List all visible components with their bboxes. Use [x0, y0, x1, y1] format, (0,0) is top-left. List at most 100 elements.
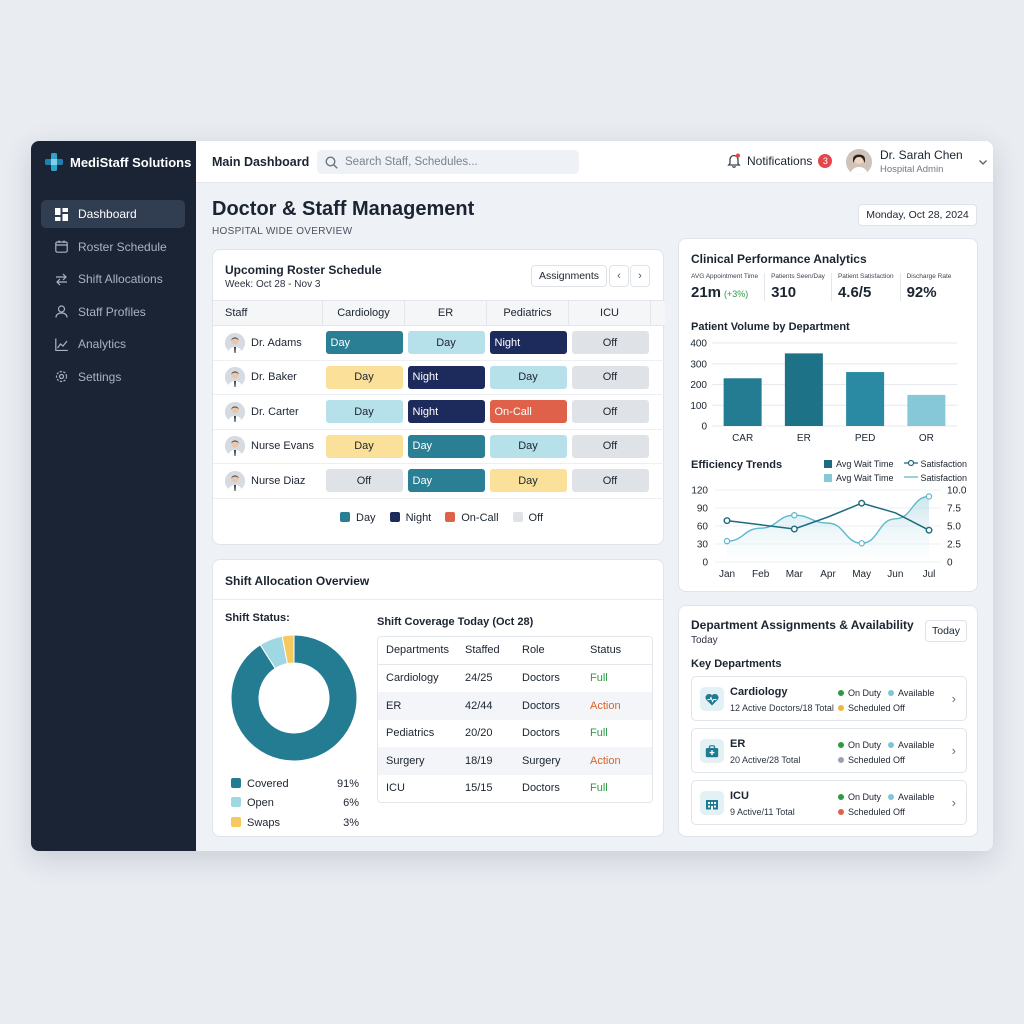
avg-wait-time-point[interactable] — [723, 517, 731, 525]
table-row[interactable]: Dr. Baker Day Night Day Off — [213, 361, 665, 395]
table-row[interactable]: ICU 15/15 Doctors Full — [378, 775, 652, 803]
table-row[interactable]: Dr. Adams Day Day Night Off — [213, 326, 665, 361]
calendar-icon — [54, 240, 68, 254]
today-button[interactable]: Today — [925, 620, 967, 642]
shift-pill[interactable]: Day — [325, 365, 403, 389]
shift-cell: Off — [569, 469, 651, 493]
shift-pill[interactable]: On-Call — [489, 400, 567, 424]
y-tick-label: 400 — [690, 339, 707, 350]
chevron-right-icon[interactable]: › — [951, 795, 956, 810]
sidebar-item-roster-schedule[interactable]: Roster Schedule — [41, 233, 185, 261]
kpi-value: 310 — [771, 284, 797, 301]
staff-cell: Nurse Evans — [213, 436, 323, 457]
avg-wait-time-point[interactable] — [925, 526, 933, 534]
satisfaction-point[interactable] — [858, 540, 865, 547]
shift-pill[interactable]: Day — [489, 365, 567, 389]
on-duty-status: On Duty — [838, 688, 881, 698]
shift-pill[interactable]: Off — [571, 434, 649, 458]
satisfaction-point[interactable] — [791, 512, 798, 519]
next-week-button[interactable]: › — [630, 265, 650, 287]
prev-week-button[interactable]: ‹ — [609, 265, 629, 287]
shift-pill[interactable]: Day — [489, 434, 567, 458]
status-row: On Duty Available — [838, 790, 934, 805]
table-row[interactable]: Pediatrics 20/20 Doctors Full — [378, 720, 652, 748]
assignments-button[interactable]: Assignments — [531, 265, 607, 287]
column-header: Departments — [386, 644, 449, 657]
y-right-tick-label: 2.5 — [947, 540, 961, 551]
sidebar-item-shift-allocations[interactable]: Shift Allocations — [41, 265, 185, 293]
shift-pill[interactable]: Day — [325, 400, 403, 424]
staffed-cell: 24/25 — [465, 672, 493, 685]
shift-pill[interactable]: Night — [489, 331, 567, 355]
department-card-er[interactable]: ER 20 Active/28 Total On Duty Available Sche… — [691, 728, 967, 773]
search-icon — [325, 155, 338, 169]
x-tick-label: May — [852, 569, 871, 580]
department-card-icu[interactable]: ICU 9 Active/11 Total On Duty Available Sche… — [691, 780, 967, 825]
sidebar-item-label: Staff Profiles — [78, 304, 146, 319]
legend-swatch — [389, 512, 400, 522]
user-menu[interactable]: Dr. Sarah Chen Hospital Admin — [846, 148, 989, 175]
search-input[interactable] — [345, 156, 565, 168]
shift-cell: Off — [569, 365, 651, 389]
logo-icon — [45, 153, 63, 171]
legend-label: Swaps — [247, 816, 281, 829]
brand[interactable]: MediStaff Solutions — [45, 153, 191, 171]
department-name: ER — [730, 738, 746, 750]
shift-pill[interactable]: Off — [571, 365, 649, 389]
donut-slice-swaps[interactable] — [281, 634, 295, 665]
search-box[interactable] — [317, 150, 579, 174]
shift-pill[interactable]: Off — [571, 400, 649, 424]
scheduled-dot-icon — [838, 809, 844, 815]
shift-pill[interactable]: Day — [325, 331, 403, 355]
legend-label: On-Call — [461, 512, 499, 524]
shift-pill[interactable]: Day — [407, 331, 485, 355]
satisfaction-point[interactable] — [925, 493, 933, 500]
shift-pill[interactable]: Day — [325, 434, 403, 458]
avg-wait-time-line[interactable] — [726, 502, 930, 531]
table-row[interactable]: ER 42/44 Doctors Action — [378, 692, 652, 720]
legend-label: Avg Wait Time — [836, 459, 894, 469]
bar-or[interactable] — [907, 394, 946, 426]
satisfaction-point[interactable] — [723, 537, 731, 545]
sidebar-item-settings[interactable]: Settings — [41, 363, 185, 391]
status-badge: Action — [590, 699, 621, 712]
chevron-right-icon[interactable]: › — [951, 743, 956, 758]
department-card-cardiology[interactable]: Cardiology 12 Active Doctors/18 Total On D… — [691, 676, 967, 721]
x-tick-label: Jul — [923, 569, 936, 580]
table-row[interactable]: Surgery 18/19 Surgery Action — [378, 747, 652, 775]
shift-pill[interactable]: Day — [407, 434, 485, 458]
shift-pill[interactable]: Off — [325, 469, 403, 493]
shift-pill[interactable]: Day — [407, 469, 485, 493]
table-row[interactable]: Cardiology 24/25 Doctors Full — [378, 665, 652, 693]
shift-pill[interactable]: Off — [571, 469, 649, 493]
date-display[interactable]: Monday, Oct 28, 2024 — [858, 204, 977, 226]
bar-ped[interactable] — [846, 372, 885, 426]
kpi-value: 21m (+3%) — [691, 284, 758, 301]
satisfaction-line[interactable] — [726, 495, 930, 544]
legend-value: 6% — [343, 797, 359, 810]
notifications-button[interactable]: Notifications 3 — [727, 153, 833, 168]
scheduled-dot-icon — [838, 757, 844, 763]
table-row[interactable]: Nurse Evans Day Day Day Off — [213, 430, 665, 464]
sidebar-item-analytics[interactable]: Analytics — [41, 330, 185, 358]
shift-pill[interactable]: Night — [407, 365, 485, 389]
shift-cell: Day — [405, 331, 487, 355]
sidebar-item-staff-profiles[interactable]: Staff Profiles — [41, 298, 185, 326]
chevron-right-icon[interactable]: › — [951, 691, 956, 706]
table-row[interactable]: Nurse Diaz Off Day Day Off — [213, 464, 665, 499]
donut-slice-covered[interactable] — [230, 634, 358, 762]
avg-wait-time-point[interactable] — [790, 525, 798, 533]
shift-pill[interactable]: Off — [571, 331, 649, 355]
bar-car[interactable] — [723, 378, 762, 426]
medkit-icon — [700, 739, 724, 763]
avg-wait-time-point[interactable] — [858, 499, 866, 507]
shift-pill[interactable]: Night — [407, 400, 485, 424]
notifications-label: Notifications — [747, 153, 813, 168]
status-row: Scheduled Off — [838, 805, 934, 820]
shift-pill[interactable]: Day — [489, 469, 567, 493]
table-row[interactable]: Dr. Carter Day Night On-Call Off — [213, 395, 665, 430]
sidebar-item-dashboard[interactable]: Dashboard — [41, 200, 185, 228]
bar-er[interactable] — [784, 353, 823, 426]
y-tick-label: 0 — [701, 422, 707, 433]
legend-day: Day — [340, 512, 376, 524]
